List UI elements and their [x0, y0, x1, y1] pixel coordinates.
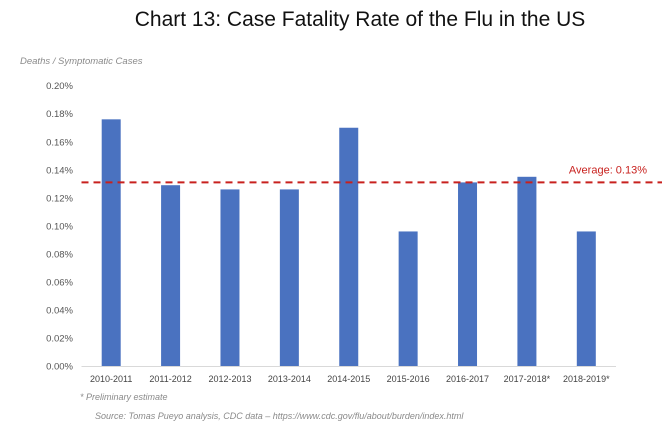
- y-tick-label: 0.00%: [46, 362, 73, 373]
- x-tick-label: 2011-2012: [149, 374, 191, 384]
- x-tick-label: 2015-2016: [387, 374, 430, 384]
- y-tick-label: 0.06%: [46, 277, 73, 288]
- x-tick-label: 2012-2013: [208, 374, 251, 384]
- bar-2018-2019: [576, 231, 596, 366]
- x-tick-label: 2017-2018*: [504, 374, 551, 384]
- bar-2016-2017: [458, 182, 478, 366]
- bar-2017-2018: [517, 176, 537, 366]
- bar-2010-2011: [101, 119, 121, 366]
- y-tick-label: 0.12%: [46, 193, 73, 204]
- bar-2011-2012: [161, 185, 181, 366]
- y-tick-label: 0.18%: [46, 109, 73, 120]
- bar-2012-2013: [220, 189, 240, 366]
- bar-2013-2014: [279, 189, 299, 366]
- y-tick-label: 0.10%: [46, 221, 73, 232]
- bar-2014-2015: [339, 127, 359, 367]
- y-tick-label: 0.20%: [46, 81, 73, 92]
- y-tick-label: 0.08%: [46, 249, 73, 260]
- footnote-source: Source: Tomas Pueyo analysis, CDC data –…: [95, 411, 464, 421]
- chart-title: Chart 13: Case Fatality Rate of the Flu …: [134, 8, 586, 31]
- x-tick-label: 2016-2017: [446, 374, 489, 384]
- y-tick-label: 0.16%: [46, 137, 73, 148]
- y-tick-label: 0.02%: [46, 333, 73, 344]
- bar-2015-2016: [398, 231, 418, 366]
- x-tick-label: 2010-2011: [90, 374, 132, 384]
- x-tick-label: 2014-2015: [327, 374, 370, 384]
- x-tick-label: 2018-2019*: [563, 374, 610, 384]
- y-axis-label: Deaths / Symptomatic Cases: [20, 56, 143, 67]
- y-tick-label: 0.04%: [46, 305, 73, 316]
- y-tick-label: 0.14%: [46, 165, 73, 176]
- footnote-preliminary: * Preliminary estimate: [80, 392, 168, 402]
- x-tick-label: 2013-2014: [268, 374, 311, 384]
- average-label: Average: 0.13%: [569, 164, 647, 176]
